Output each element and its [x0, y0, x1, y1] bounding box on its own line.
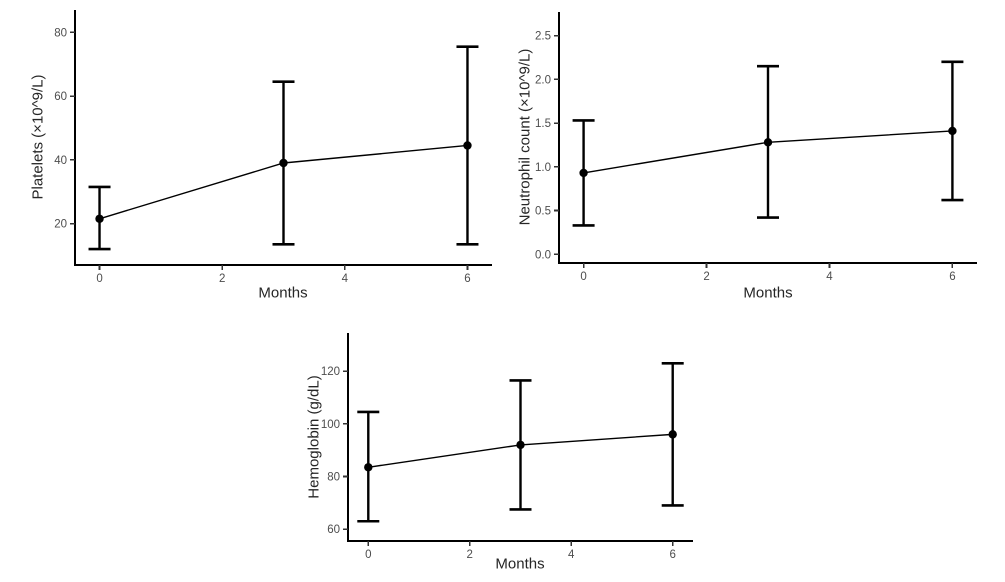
- x-axis-ticks: 0 2 4 6: [580, 263, 956, 283]
- series-points: [579, 126, 957, 178]
- y-axis-ticks: 60 80 100 120: [321, 366, 348, 536]
- series-points: [95, 141, 472, 223]
- hemoglobin-y-axis-label: Hemoglobin (g/dL): [305, 375, 323, 499]
- y-axis-ticks: 0.0 0.5 1.0 1.5 2.0 2.5: [535, 31, 559, 261]
- y-tick-label: 0.0: [535, 249, 551, 261]
- data-point: [95, 214, 104, 223]
- y-tick-label: 1.0: [535, 162, 551, 174]
- x-tick-label: 4: [568, 549, 575, 561]
- neutrophil-y-axis-label: Neutrophil count (×10^9/L): [516, 48, 534, 226]
- data-point: [516, 440, 525, 450]
- error-bars: [88, 45, 479, 251]
- x-axis-ticks: 0 2 4 6: [365, 541, 676, 561]
- x-tick-label: 4: [342, 273, 349, 285]
- x-tick-label: 2: [467, 549, 473, 561]
- data-point: [948, 126, 957, 136]
- y-tick-label: 2.0: [535, 74, 551, 86]
- x-tick-label: 2: [703, 271, 709, 283]
- y-tick-label: 1.5: [535, 118, 551, 130]
- x-tick-label: 0: [96, 273, 102, 285]
- neutrophil-chart: 0.0 0.5 1.0 1.5 2.0 2.5 0 2 4 6 Neutrophil count …: [497, 0, 1005, 304]
- series-points: [364, 430, 677, 472]
- y-tick-label: 120: [321, 366, 340, 378]
- axes: [346, 333, 693, 543]
- y-axis-ticks: 20 40 60 80: [54, 27, 75, 231]
- data-point: [763, 138, 773, 147]
- y-tick-label: 0.5: [535, 206, 551, 218]
- hemoglobin-x-axis-label: Months: [495, 555, 545, 573]
- data-point: [579, 168, 588, 178]
- y-tick-label: 100: [321, 419, 340, 431]
- data-point: [668, 430, 677, 439]
- x-tick-label: 6: [670, 549, 676, 561]
- platelets-y-axis-label: Platelets (×10^9/L): [29, 74, 47, 200]
- x-tick-label: 6: [464, 273, 470, 285]
- x-tick-label: 0: [365, 549, 371, 561]
- y-tick-label: 60: [327, 524, 340, 536]
- y-tick-label: 2.5: [535, 31, 551, 43]
- x-tick-label: 4: [826, 271, 833, 283]
- neutrophil-plot: 0.0 0.5 1.0 1.5 2.0 2.5 0 2 4 6: [535, 12, 977, 283]
- platelets-plot: 20 40 60 80 0 2 4 6: [54, 10, 492, 285]
- x-tick-label: 0: [580, 271, 586, 283]
- neutrophil-x-axis-label: Months: [743, 284, 793, 302]
- y-tick-label: 80: [54, 27, 67, 39]
- data-point: [279, 158, 288, 168]
- axes: [557, 12, 977, 265]
- x-tick-label: 6: [949, 271, 955, 283]
- platelets-chart: 20 40 60 80 0 2 4 6 Platelets (×10^9/L) Months: [0, 0, 497, 304]
- y-tick-label: 40: [54, 155, 67, 167]
- hemoglobin-plot: 60 80 100 120 0 2 4 6: [321, 333, 693, 561]
- hemoglobin-chart: 60 80 100 120 0 2 4 6 Hemoglobin (g/dL) Months: [285, 305, 708, 580]
- y-tick-label: 80: [327, 471, 340, 483]
- y-tick-label: 60: [54, 91, 67, 103]
- data-point: [463, 141, 472, 150]
- x-tick-label: 2: [219, 273, 225, 285]
- data-point: [364, 463, 373, 472]
- platelets-x-axis-label: Months: [258, 284, 308, 302]
- y-tick-label: 20: [54, 219, 67, 231]
- x-axis-ticks: 0 2 4 6: [96, 265, 471, 285]
